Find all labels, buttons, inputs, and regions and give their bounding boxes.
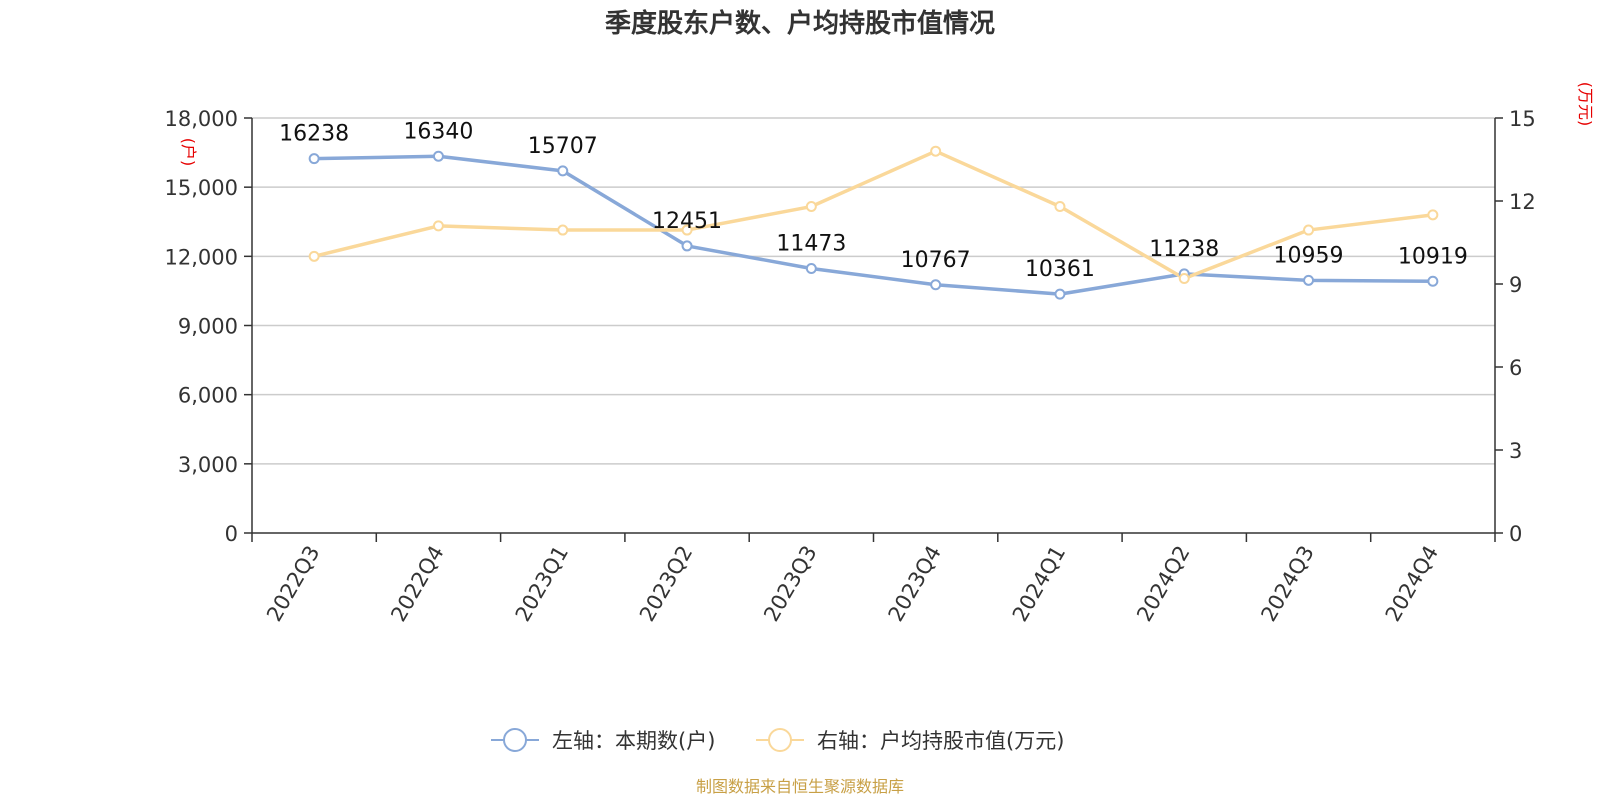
- data-label: 10361: [1025, 257, 1095, 282]
- source-note: 制图数据来自恒生聚源数据库: [696, 777, 904, 796]
- data-labels: 16238 16340 15707 12451 11473 10767 10361 11238…: [279, 119, 1468, 282]
- right-tick-label: 9: [1509, 273, 1522, 297]
- series-1-point[interactable]: [1054, 201, 1066, 213]
- data-label: 11473: [776, 231, 846, 256]
- series-1-point[interactable]: [805, 201, 817, 213]
- right-tick-label: 0: [1509, 522, 1522, 546]
- legend-marker-right: [768, 728, 792, 752]
- x-tick-label: 2024Q1: [1008, 542, 1070, 626]
- left-tick-label: 18,000: [165, 107, 238, 131]
- series-0-point[interactable]: [681, 240, 693, 252]
- series-line-1: [313, 149, 1434, 281]
- data-label: 10767: [901, 248, 971, 273]
- right-axis-ticks: 0 3 6 9 12 15: [1495, 107, 1536, 546]
- series-group: [308, 145, 1439, 300]
- data-label: 16340: [403, 119, 473, 144]
- right-tick-label: 6: [1509, 356, 1522, 380]
- left-tick-label: 3,000: [178, 453, 238, 477]
- left-tick-label: 12,000: [165, 245, 238, 269]
- data-label: 15707: [528, 134, 598, 159]
- x-tick-label: 2022Q4: [386, 542, 448, 626]
- x-tick-label: 2023Q3: [759, 542, 821, 626]
- series-0-point[interactable]: [432, 150, 444, 162]
- grid-lines: [252, 117, 1495, 465]
- right-tick-label: 3: [1509, 439, 1522, 463]
- left-tick-label: 9,000: [178, 315, 238, 339]
- series-0-point[interactable]: [1427, 275, 1439, 287]
- right-axis-unit: (万元): [1576, 82, 1595, 127]
- series-1-point[interactable]: [557, 224, 569, 236]
- series-1-point[interactable]: [1427, 209, 1439, 221]
- series-1-point[interactable]: [432, 220, 444, 232]
- data-label: 10919: [1398, 244, 1468, 269]
- x-tick-label: 2024Q2: [1132, 542, 1194, 626]
- left-tick-label: 15,000: [165, 176, 238, 200]
- series-0-point[interactable]: [1303, 274, 1315, 286]
- data-label: 12451: [652, 209, 722, 234]
- left-tick-label: 0: [225, 522, 238, 546]
- series-0-point[interactable]: [805, 262, 817, 274]
- left-tick-label: 6,000: [178, 384, 238, 408]
- series-line-0: [314, 154, 1433, 296]
- legend-marker-left: [503, 728, 527, 752]
- series-0-point[interactable]: [1054, 288, 1066, 300]
- x-tick-label: 2024Q3: [1256, 542, 1318, 626]
- series-1-point[interactable]: [1178, 272, 1190, 284]
- series-0-point[interactable]: [557, 165, 569, 177]
- right-tick-label: 15: [1509, 107, 1536, 131]
- x-tick-label: 2023Q2: [635, 542, 697, 626]
- series-0-point[interactable]: [930, 279, 942, 291]
- x-tick-label: 2022Q3: [262, 542, 324, 626]
- series-1-point[interactable]: [930, 145, 942, 157]
- series-1-point[interactable]: [308, 250, 320, 262]
- data-label: 16238: [279, 122, 349, 147]
- series-1-point[interactable]: [681, 224, 693, 236]
- x-tick-label: 2023Q4: [884, 542, 946, 626]
- x-axis-ticks: 2022Q3 2022Q4 2023Q1 2023Q2 2023Q3 2023Q4 2024…: [251, 533, 1496, 626]
- left-axis-unit: (户): [179, 138, 198, 167]
- legend-label-right: 右轴：户均持股市值(万元): [817, 729, 1064, 753]
- data-label: 11238: [1149, 237, 1219, 262]
- legend-label-left: 左轴：本期数(户): [552, 729, 715, 753]
- chart-title: 季度股东户数、户均持股市值情况: [605, 8, 995, 39]
- series-1-point[interactable]: [1303, 224, 1315, 236]
- x-tick-label: 2023Q1: [511, 542, 573, 626]
- right-tick-label: 12: [1509, 190, 1536, 214]
- series-0-point[interactable]: [308, 153, 320, 165]
- legend[interactable]: 左轴：本期数(户) 右轴：户均持股市值(万元): [491, 728, 1064, 753]
- data-label: 10959: [1274, 243, 1344, 268]
- x-tick-label: 2024Q4: [1381, 542, 1443, 626]
- left-axis-ticks: 0 3,000 6,000 9,000 12,000 15,000 18,000: [165, 107, 252, 546]
